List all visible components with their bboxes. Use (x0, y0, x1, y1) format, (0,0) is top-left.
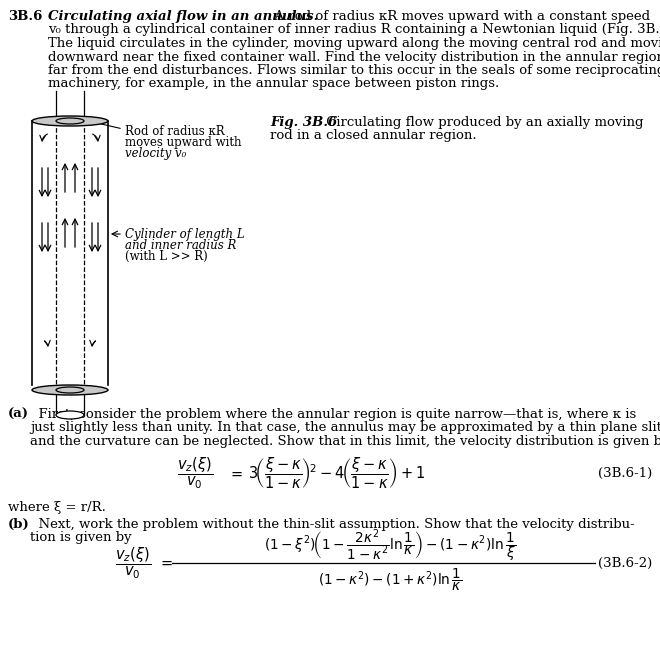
Text: $3\!\left(\dfrac{\xi - \kappa}{1 - \kappa}\right)^{\!2} - 4\!\left(\dfrac{\xi - : $3\!\left(\dfrac{\xi - \kappa}{1 - \kapp… (248, 456, 426, 491)
Text: $(1-\xi^2)\!\left(1 - \dfrac{2\kappa^2}{1-\kappa^2}\ln\dfrac{1}{\kappa}\right) -: $(1-\xi^2)\!\left(1 - \dfrac{2\kappa^2}{… (264, 528, 516, 564)
Text: Rod of radius κR: Rod of radius κR (125, 125, 224, 138)
Text: and inner radius R: and inner radius R (125, 239, 236, 252)
Text: just slightly less than unity. In that case, the annulus may be approximated by : just slightly less than unity. In that c… (30, 422, 660, 434)
Text: $\dfrac{v_z(\xi)}{v_0}$: $\dfrac{v_z(\xi)}{v_0}$ (115, 546, 151, 581)
Text: (with L >> R): (with L >> R) (125, 250, 208, 263)
Text: Circulating axial flow in an annulus.: Circulating axial flow in an annulus. (48, 10, 318, 23)
Text: tion is given by: tion is given by (30, 532, 131, 544)
Text: velocity v₀: velocity v₀ (125, 147, 186, 160)
Text: downward near the fixed container wall. Find the velocity distribution in the an: downward near the fixed container wall. … (48, 51, 660, 63)
Text: $(1-\kappa^2) - (1+\kappa^2)\ln\dfrac{1}{\kappa}$: $(1-\kappa^2) - (1+\kappa^2)\ln\dfrac{1}… (318, 567, 462, 593)
Text: Next, work the problem without the thin-slit assumption. Show that the velocity : Next, work the problem without the thin-… (30, 518, 635, 531)
Text: where ξ = r/R.: where ξ = r/R. (8, 500, 106, 513)
Ellipse shape (56, 118, 84, 124)
Text: moves upward with: moves upward with (125, 136, 242, 149)
Text: (a): (a) (8, 408, 29, 421)
Ellipse shape (56, 411, 84, 419)
Ellipse shape (32, 116, 108, 126)
Text: (3B.6-1): (3B.6-1) (598, 467, 652, 480)
Text: far from the end disturbances. Flows similar to this occur in the seals of some : far from the end disturbances. Flows sim… (48, 64, 660, 77)
Text: and the curvature can be neglected. Show that in this limit, the velocity distri: and the curvature can be neglected. Show… (30, 435, 660, 448)
Text: $=$: $=$ (228, 467, 244, 480)
Text: Fig. 3B.6: Fig. 3B.6 (270, 116, 337, 129)
Text: A rod of radius κR moves upward with a constant speed: A rod of radius κR moves upward with a c… (266, 10, 650, 23)
Text: rod in a closed annular region.: rod in a closed annular region. (270, 130, 477, 142)
Text: (b): (b) (8, 518, 30, 531)
Text: $\dfrac{v_z(\xi)}{v_0}$: $\dfrac{v_z(\xi)}{v_0}$ (177, 456, 213, 491)
Text: machinery, for example, in the annular space between piston rings.: machinery, for example, in the annular s… (48, 78, 499, 90)
Ellipse shape (56, 387, 84, 393)
Text: v₀ through a cylindrical container of inner radius R containing a Newtonian liqu: v₀ through a cylindrical container of in… (48, 24, 660, 36)
Text: First, consider the problem where the annular region is quite narrow—that is, wh: First, consider the problem where the an… (30, 408, 636, 421)
Text: 3B.6: 3B.6 (8, 10, 42, 23)
Text: $=$: $=$ (158, 556, 174, 570)
Text: Cylinder of length L: Cylinder of length L (125, 228, 245, 241)
Text: (3B.6-2): (3B.6-2) (598, 556, 652, 569)
Ellipse shape (32, 385, 108, 395)
Text: The liquid circulates in the cylinder, moving upward along the moving central ro: The liquid circulates in the cylinder, m… (48, 37, 660, 50)
Text: Circulating flow produced by an axially moving: Circulating flow produced by an axially … (322, 116, 644, 129)
